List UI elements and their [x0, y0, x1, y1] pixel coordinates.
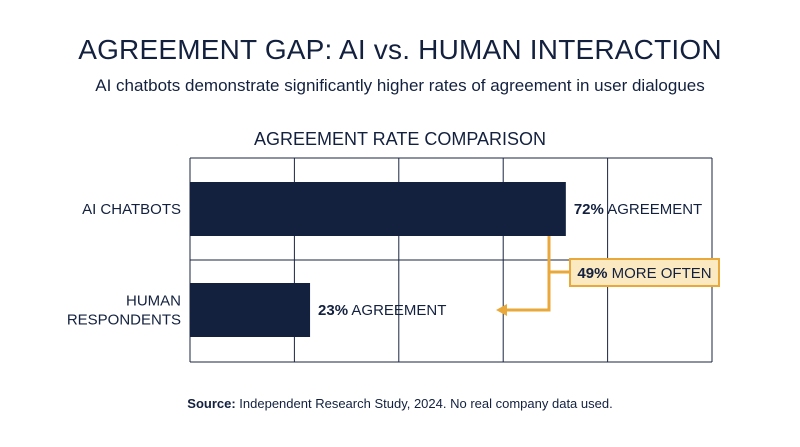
annotation-text: 49% MORE OFTEN	[577, 265, 711, 282]
source-text: Independent Research Study, 2024. No rea…	[235, 396, 613, 411]
page-subtitle: AI chatbots demonstrate significantly hi…	[95, 76, 705, 95]
annotation-label: MORE OFTEN	[607, 265, 711, 282]
category-label: AI CHATBOTS	[82, 201, 181, 218]
data-label: 23% AGREEMENT	[318, 302, 446, 319]
source-note: Source: Independent Research Study, 2024…	[0, 396, 800, 411]
annotation-box	[569, 258, 720, 287]
category-label: HUMAN	[126, 293, 181, 310]
annotation-connector	[505, 236, 551, 312]
category-label: RESPONDENTS	[67, 312, 181, 329]
data-label-suffix: AGREEMENT	[348, 302, 446, 319]
bar	[190, 182, 566, 236]
data-label-suffix: AGREEMENT	[604, 201, 702, 218]
data-label-value: 72%	[574, 201, 604, 218]
data-label-value: 23%	[318, 302, 348, 319]
annotation-value: 49%	[577, 265, 607, 282]
page-title: AGREEMENT GAP: AI vs. HUMAN INTERACTION	[78, 34, 722, 65]
annotation-arrowhead	[496, 304, 507, 316]
data-label: 72% AGREEMENT	[574, 201, 702, 218]
source-label: Source:	[187, 396, 236, 411]
chart-title: AGREEMENT RATE COMPARISON	[253, 129, 547, 149]
bar	[190, 283, 311, 337]
